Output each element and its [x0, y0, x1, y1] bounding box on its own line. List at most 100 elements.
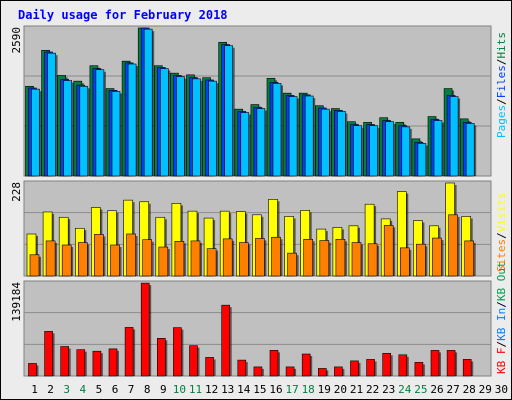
legend-separator: /	[495, 59, 508, 66]
x-tick-day-3: 3	[63, 383, 70, 396]
bar-pages-day-2	[47, 52, 56, 177]
x-tick-day-28: 28	[463, 383, 476, 396]
legend-item-kb-in: KB In	[495, 308, 508, 341]
bar-kb-f-day-4	[76, 349, 86, 377]
bar-kb-f-day-15	[253, 366, 263, 377]
legend-separator: /	[495, 98, 508, 105]
legend-item-kb-out: KB Out	[495, 261, 508, 301]
bar-pages-day-25	[417, 143, 427, 177]
bar-sites-day-3	[61, 244, 72, 277]
legend-separator: /	[495, 301, 508, 308]
legend-item-kb-f: KB F	[495, 348, 508, 375]
legend-separator: /	[495, 232, 508, 239]
x-tick-day-6: 6	[112, 383, 119, 396]
bar-sites-day-22	[367, 243, 378, 277]
ymax-label-visits: 228	[10, 182, 23, 202]
x-tick-day-8: 8	[144, 383, 151, 396]
bar-sites-day-9	[158, 246, 169, 277]
bar-sites-day-11	[190, 240, 201, 277]
bar-sites-day-12	[206, 248, 217, 277]
x-tick-day-1: 1	[31, 383, 38, 396]
bar-pages-day-9	[160, 68, 169, 177]
x-tick-day-27: 27	[446, 383, 459, 396]
bar-sites-day-1	[29, 254, 40, 277]
bar-sites-day-13	[222, 238, 233, 277]
bar-kb-f-day-27	[446, 350, 456, 377]
x-tick-day-4: 4	[79, 383, 86, 396]
bar-sites-day-7	[126, 233, 136, 277]
x-tick-day-19: 19	[318, 383, 331, 396]
x-tick-day-14: 14	[237, 383, 251, 396]
bar-pages-day-15	[256, 108, 266, 177]
bar-pages-day-23	[385, 121, 395, 177]
x-tick-day-29: 29	[479, 383, 492, 396]
bar-sites-day-27	[448, 214, 458, 277]
bar-pages-day-12	[208, 80, 217, 177]
bar-kb-f-day-14	[237, 359, 247, 377]
bar-kb-f-day-1	[28, 363, 37, 377]
x-tick-day-5: 5	[96, 383, 103, 396]
bar-sites-day-14	[239, 242, 249, 277]
legend-kbytes: KB F/KB In/KB Out	[495, 261, 508, 374]
bar-kb-f-day-7	[124, 327, 134, 377]
x-tick-day-21: 21	[350, 383, 363, 396]
chart-title: Daily usage for February 2018	[18, 8, 228, 22]
bar-pages-day-5	[95, 69, 105, 177]
ymax-label-kbytes: 139184	[10, 282, 23, 322]
bar-pages-day-27	[449, 96, 459, 177]
bar-pages-day-21	[353, 125, 362, 177]
bar-pages-day-7	[127, 63, 137, 177]
bar-sites-day-24	[399, 247, 410, 277]
bar-pages-day-17	[288, 96, 298, 177]
bar-kb-f-day-24	[398, 354, 408, 377]
bar-sites-day-5	[94, 234, 104, 277]
bar-kb-f-day-25	[414, 362, 424, 377]
legend-item-pages: Pages	[495, 105, 508, 138]
bar-kb-f-day-11	[189, 345, 198, 377]
bar-sites-day-15	[255, 238, 265, 277]
bar-sites-day-6	[110, 244, 120, 277]
ymax-label-hits: 2590	[10, 27, 23, 54]
legend-item-sites: Sites	[495, 239, 508, 272]
x-tick-day-25: 25	[414, 383, 427, 396]
bar-kb-f-day-13	[221, 304, 230, 377]
bar-kb-f-day-28	[462, 359, 472, 377]
x-tick-day-23: 23	[382, 383, 395, 396]
bar-kb-f-day-10	[173, 327, 182, 377]
panel-visits-sites	[23, 180, 492, 277]
legend-item-hits: Hits	[495, 32, 508, 59]
bar-sites-day-17	[287, 252, 297, 277]
panel-hits-files-pages	[23, 25, 492, 177]
bar-sites-day-4	[78, 242, 88, 277]
bar-kb-f-day-3	[60, 346, 70, 377]
x-tick-day-15: 15	[253, 383, 266, 396]
x-tick-day-26: 26	[430, 383, 443, 396]
bar-pages-day-11	[192, 78, 201, 177]
legend-hits-files-pages: Pages/Files/Hits	[495, 32, 508, 138]
bar-pages-day-22	[369, 125, 378, 177]
bar-sites-day-28	[464, 240, 475, 277]
bar-pages-day-16	[272, 83, 282, 177]
bar-pages-day-1	[31, 88, 40, 177]
x-tick-day-13: 13	[221, 383, 234, 396]
x-tick-day-31: 31	[511, 383, 512, 396]
bar-pages-day-10	[176, 76, 185, 177]
x-tick-day-16: 16	[269, 383, 282, 396]
bar-pages-day-19	[320, 108, 330, 177]
bar-kb-f-day-21	[350, 360, 359, 377]
bar-kb-f-day-18	[301, 353, 311, 377]
x-tick-day-12: 12	[205, 383, 218, 396]
panel-kbytes	[23, 280, 492, 377]
x-tick-day-20: 20	[334, 383, 347, 396]
bar-kb-f-day-20	[334, 366, 343, 377]
bar-kb-f-day-19	[317, 368, 327, 377]
bar-pages-day-28	[465, 123, 475, 177]
x-tick-day-2: 2	[47, 383, 54, 396]
bar-kb-f-day-17	[285, 366, 295, 377]
bar-sites-day-20	[335, 238, 346, 277]
x-tick-day-24: 24	[398, 383, 412, 396]
legend-item-visits: Visits	[495, 193, 508, 233]
bar-sites-day-16	[271, 236, 281, 277]
legend-visits-sites: Sites/Visits	[495, 193, 508, 273]
